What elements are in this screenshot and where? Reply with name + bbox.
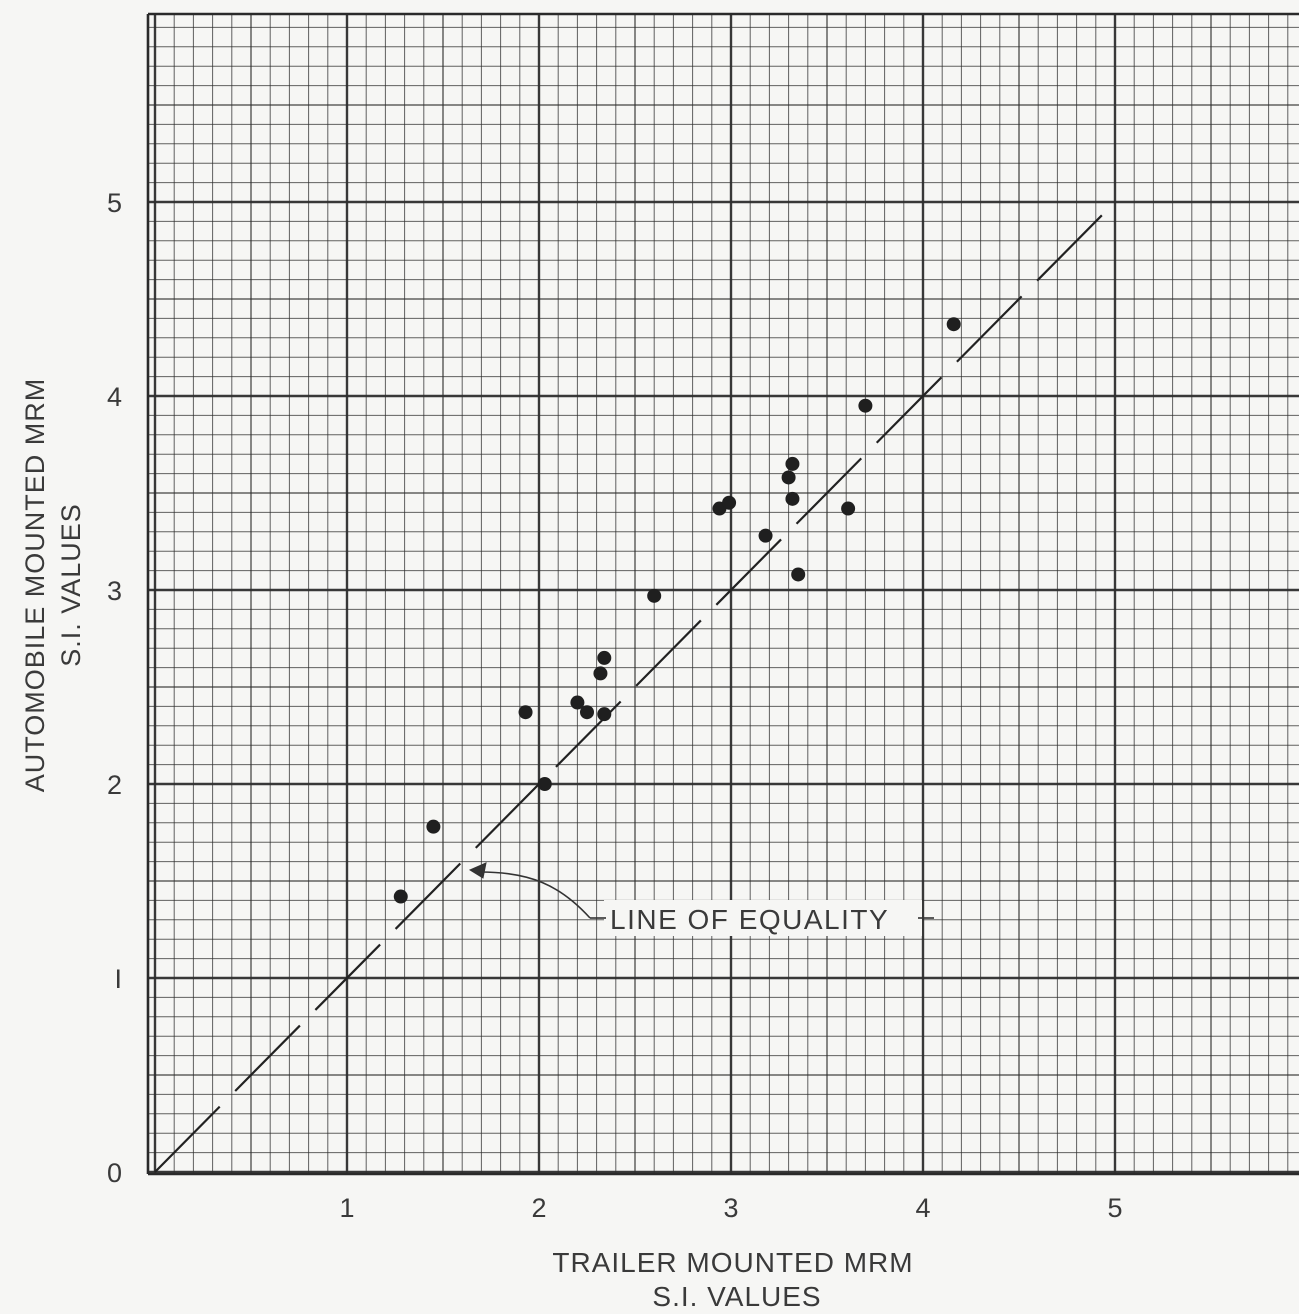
y-tick-label: 2 xyxy=(107,770,122,800)
data-point xyxy=(580,705,594,720)
data-point xyxy=(426,819,441,834)
data-point xyxy=(791,567,806,582)
data-point xyxy=(647,588,662,603)
data-point xyxy=(785,491,800,506)
tick-labels: 1 2 3 4 5 0 I 2 3 4 5 xyxy=(107,188,1123,1223)
data-point xyxy=(722,495,737,510)
y-tick-label: 5 xyxy=(107,188,122,218)
x-tick-label: 3 xyxy=(723,1193,738,1223)
data-point xyxy=(593,666,608,681)
data-point xyxy=(597,707,612,722)
x-axis-title-line-1: TRAILER MOUNTED MRM xyxy=(552,1247,913,1278)
line-of-equality-annotation: LINE OF EQUALITY xyxy=(468,862,934,936)
data-point xyxy=(518,705,533,720)
data-point xyxy=(841,501,856,516)
data-point xyxy=(858,398,873,413)
x-tick-label: 4 xyxy=(915,1193,930,1223)
annotation-arrow-icon xyxy=(479,871,591,919)
y-tick-label: 3 xyxy=(107,576,122,606)
annotation-arrowhead-icon xyxy=(468,862,487,879)
data-point xyxy=(785,456,800,471)
x-tick-label: 5 xyxy=(1107,1193,1122,1223)
data-point xyxy=(758,528,773,543)
x-tick-label: 1 xyxy=(339,1193,354,1223)
y-tick-label: I xyxy=(114,964,122,994)
y-axis-title: AUTOMOBILE MOUNTED MRM S.I. VALUES xyxy=(20,378,86,793)
y-axis-title-line-1: AUTOMOBILE MOUNTED MRM xyxy=(20,378,50,793)
annotation-label: LINE OF EQUALITY xyxy=(610,904,889,935)
annotation-label-background xyxy=(604,900,922,936)
y-tick-label: 0 xyxy=(107,1158,122,1188)
data-point xyxy=(946,317,961,332)
x-axis-title: TRAILER MOUNTED MRM S.I. VALUES xyxy=(552,1247,913,1312)
data-point xyxy=(597,650,612,665)
data-point xyxy=(537,777,552,791)
x-tick-label: 2 xyxy=(531,1193,546,1223)
data-points xyxy=(393,317,961,904)
y-axis-title-line-2: S.I. VALUES xyxy=(56,503,86,667)
data-point xyxy=(781,470,796,485)
y-tick-label: 4 xyxy=(107,382,122,412)
x-axis-title-line-2: S.I. VALUES xyxy=(652,1281,821,1312)
data-point xyxy=(570,695,585,710)
data-point xyxy=(393,889,408,904)
